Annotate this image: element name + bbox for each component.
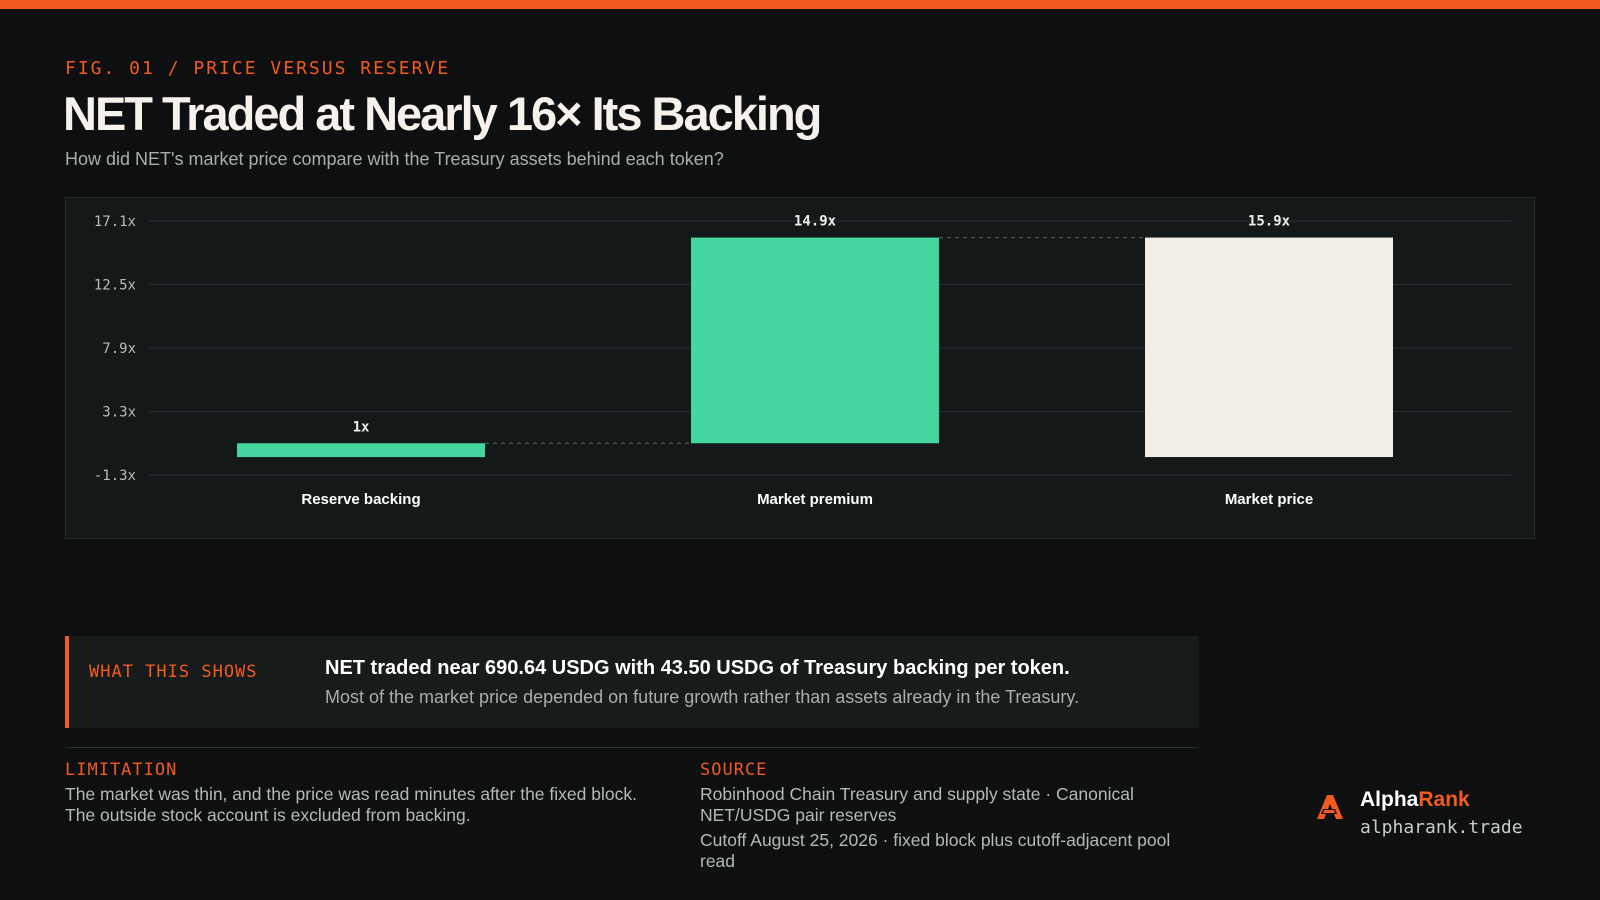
- y-tick-label: 17.1x: [94, 214, 136, 230]
- page-title: NET Traded at Nearly 16× Its Backing: [63, 87, 822, 140]
- page-subtitle: How did NET's market price compare with …: [65, 149, 724, 169]
- chart-panel: -1.3x 3.3x 7.9x 12.5x 17.1x 1x Reserve backin…: [65, 197, 1535, 539]
- callout-headline: NET traded near 690.64 USDG with 43.50 U…: [325, 657, 1070, 679]
- y-tick-label: 12.5x: [94, 278, 136, 294]
- x-category-label: Market premium: [757, 491, 873, 508]
- x-category-label: Market price: [1225, 491, 1313, 508]
- limitation-text: The market was thin, and the price was r…: [65, 784, 637, 825]
- limitation-tag: LIMITATION: [65, 760, 178, 780]
- source-line-2: Cutoff August 25, 2026 · fixed block plu…: [700, 830, 1171, 871]
- bar-value-label: 15.9x: [1248, 214, 1291, 230]
- y-tick-label: 7.9x: [102, 341, 136, 357]
- brand-url: alpharank.trade: [1360, 817, 1523, 838]
- brand-name-part1: Alpha: [1360, 788, 1419, 811]
- bar-value-label: 14.9x: [794, 214, 837, 230]
- bar-market-price: [1145, 237, 1393, 458]
- y-tick-label: -1.3x: [94, 468, 136, 484]
- x-category-label: Reserve backing: [301, 491, 420, 508]
- source-tag: SOURCE: [700, 760, 768, 780]
- bar-market-premium: [691, 237, 939, 444]
- waterfall-chart: -1.3x 3.3x 7.9x 12.5x 17.1x 1x Reserve backin…: [94, 214, 1511, 508]
- callout-body: Most of the market price depended on fut…: [325, 687, 1080, 707]
- section-divider: [65, 747, 1199, 748]
- alpharank-logo-icon: [1317, 795, 1343, 819]
- callout-tag: WHAT THIS SHOWS: [89, 662, 258, 682]
- source-line-1: Robinhood Chain Treasury and supply stat…: [700, 784, 1134, 825]
- brand-name-part2: Rank: [1418, 788, 1470, 811]
- figure-eyebrow: FIG. 01 / PRICE VERSUS RESERVE: [65, 58, 451, 79]
- bar-value-label: 1x: [353, 419, 370, 435]
- top-accent-bar: [0, 0, 1600, 9]
- insight-callout: WHAT THIS SHOWS NET traded near 690.64 U…: [65, 636, 1199, 728]
- brand-name: AlphaRank: [1360, 788, 1470, 812]
- y-tick-label: 3.3x: [102, 405, 136, 421]
- bar-reserve-backing: [237, 443, 485, 458]
